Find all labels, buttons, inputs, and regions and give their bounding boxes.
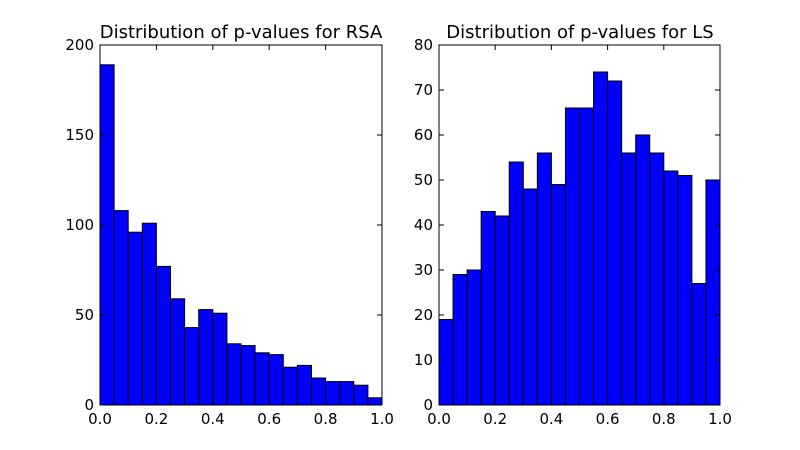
y-tick-label: 80 [414, 36, 433, 54]
chart-title: Distribution of p-values for RSA [100, 22, 383, 43]
y-tick-label: 0 [423, 396, 433, 414]
y-tick-label: 0 [84, 396, 94, 414]
histogram-bar [311, 377, 327, 406]
histogram-bar [691, 283, 707, 406]
x-tick-label: 0.2 [483, 410, 507, 428]
histogram-bar [607, 80, 623, 406]
histogram-bar [705, 179, 721, 406]
histogram-bar [663, 170, 679, 406]
histogram-bar [367, 397, 383, 406]
x-tick-label: 0.6 [257, 410, 281, 428]
histogram-bar [170, 298, 186, 406]
histogram-bar [564, 107, 581, 406]
x-tick-label: 1.0 [708, 410, 732, 428]
x-tick-label: 0.4 [539, 410, 563, 428]
histogram-bar [353, 384, 369, 406]
histogram-bar [677, 175, 693, 406]
y-tick-label: 50 [75, 306, 94, 324]
axes-frame [99, 44, 383, 406]
ticks-group: 0.0 0.2 0.4 0.6 0.8 1.0 0 10 20 30 40 50 60 70 80 [414, 36, 732, 428]
chart-rsa: Distribution of p-values for RSA 0.0 0.2 0… [65, 22, 394, 428]
histogram-bar [593, 71, 609, 406]
axes-frame [438, 44, 721, 406]
x-tick-label: 0.8 [314, 410, 338, 428]
histogram-bar [579, 107, 595, 406]
histogram-bar [438, 319, 454, 406]
histogram-bar [325, 381, 341, 406]
histogram-bar [480, 211, 496, 406]
y-tick-label: 50 [414, 171, 433, 189]
y-tick-label: 10 [414, 351, 433, 369]
histogram-bar [494, 215, 510, 406]
histogram-bar [550, 184, 566, 406]
y-tick-label: 30 [414, 261, 433, 279]
histogram-bar [268, 354, 284, 406]
y-tick-label: 70 [414, 81, 433, 99]
y-tick-label: 200 [65, 36, 94, 54]
histogram-bar [226, 343, 242, 406]
histogram-bar [240, 345, 256, 406]
x-tick-label: 0.2 [144, 410, 168, 428]
histogram-bar [522, 188, 538, 406]
x-tick-label: 0.0 [88, 410, 112, 428]
bars-group [438, 71, 721, 406]
histogram-bar [452, 274, 468, 406]
histogram-bar [141, 222, 157, 406]
ticks-group: 0.0 0.2 0.4 0.6 0.8 1.0 0 50 100 150 200 [65, 36, 394, 428]
histogram-bar [621, 152, 637, 406]
y-tick-label: 150 [65, 126, 94, 144]
chart-title: Distribution of p-values for LS [446, 22, 713, 43]
histogram-bar [649, 152, 665, 406]
histogram-bar [635, 134, 651, 406]
histogram-bar [127, 231, 143, 406]
histogram-bar [155, 265, 171, 406]
histogram-bar [339, 381, 355, 406]
bars-group [99, 64, 383, 406]
histogram-bar [254, 352, 270, 406]
y-tick-label: 20 [414, 306, 433, 324]
x-tick-label: 1.0 [370, 410, 394, 428]
histogram-bar [198, 309, 214, 406]
x-tick-label: 0.8 [652, 410, 676, 428]
histogram-bar [212, 312, 228, 406]
histogram-bar [536, 152, 552, 406]
y-tick-label: 100 [65, 216, 94, 234]
y-tick-label: 40 [414, 216, 433, 234]
x-tick-label: 0.6 [596, 410, 620, 428]
histogram-bar [113, 210, 129, 406]
y-tick-label: 60 [414, 126, 433, 144]
histogram-bar [99, 64, 115, 406]
histogram-bar [466, 269, 482, 406]
histogram-bar [296, 364, 312, 406]
x-tick-label: 0.0 [427, 410, 451, 428]
histogram-bar [508, 161, 524, 406]
histogram-bar [184, 327, 200, 406]
histogram-bar [282, 366, 298, 406]
x-tick-label: 0.4 [201, 410, 225, 428]
chart-ls: Distribution of p-values for LS 0.0 0.2 0.… [414, 22, 732, 428]
